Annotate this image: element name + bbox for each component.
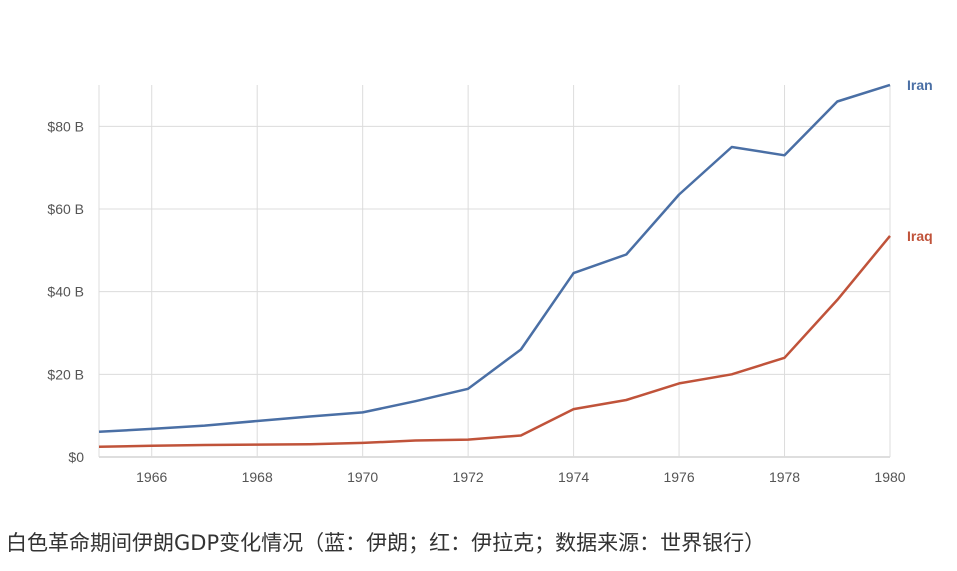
x-tick-label: 1970: [347, 469, 378, 485]
y-tick-label: $80 B: [47, 118, 84, 134]
x-tick-label: 1966: [136, 469, 167, 485]
figure-caption: 白色革命期间伊朗GDP变化情况（蓝：伊朗；红：伊拉克；数据来源：世界银行）: [6, 531, 766, 555]
x-tick-label: 1972: [453, 469, 484, 485]
x-axis-ticks: 1966 1968 1970 1972 1974 1976 1978 1980: [136, 469, 906, 485]
chart-grid: [98, 85, 891, 458]
line-chart: $0$20 B$40 B$60 B$80 B 1966 1968 1970 1972 1…: [47, 77, 933, 485]
series-line-iran: [98, 83, 891, 434]
y-tick-label: $20 B: [47, 366, 84, 382]
series-label-iraq: Iraq: [907, 228, 933, 244]
y-axis-ticks: $0 $20 B $40 B $60 B $80 B: [47, 118, 84, 465]
x-tick-label: 1978: [769, 469, 800, 485]
y-tick-label: $40 B: [47, 284, 84, 300]
y-tick-label: $60 B: [47, 201, 84, 217]
series-line-iraq: [98, 235, 891, 448]
x-tick-label: 1976: [663, 469, 694, 485]
series-label-iran: Iran: [907, 77, 933, 93]
x-tick-label: 1980: [874, 469, 905, 485]
x-tick-label: 1968: [242, 469, 273, 485]
series-labels: Iran Iraq: [907, 77, 933, 244]
x-tick-label: 1974: [558, 469, 589, 485]
y-tick-label: $0: [68, 449, 84, 465]
chart-series: [98, 83, 891, 448]
